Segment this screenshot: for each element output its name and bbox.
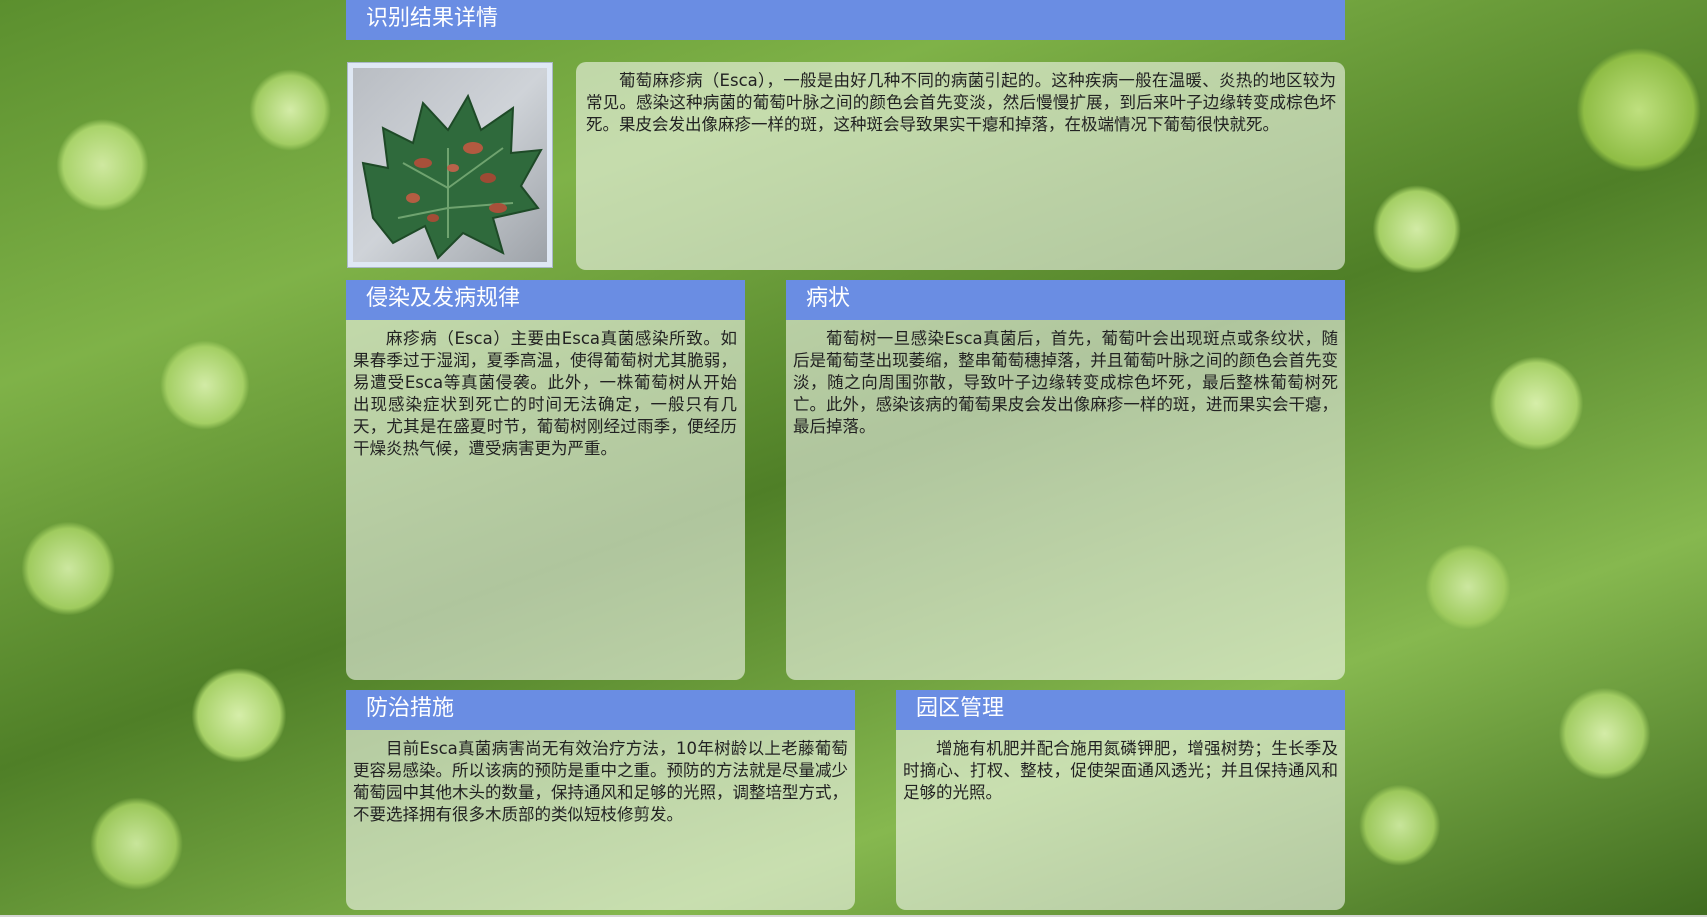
- horizontal-scrollbar[interactable]: [0, 915, 1707, 917]
- disease-leaf-image: [347, 62, 553, 268]
- intro-panel: 葡萄麻疹病（Esca），一般是由好几种不同的病菌引起的。这种疾病一般在温暖、炎热…: [576, 62, 1345, 270]
- page-title: 识别结果详情: [346, 0, 1345, 40]
- symptoms-panel: 葡萄树一旦感染Esca真菌后，首先，葡萄叶会出现斑点或条纹状，随后是葡萄茎出现萎…: [786, 280, 1345, 680]
- management-text: 增施有机肥并配合施用氮磷钾肥，增强树势；生长季及时摘心、打杈、整枝，促使架面通风…: [903, 739, 1338, 802]
- intro-text: 葡萄麻疹病（Esca），一般是由好几种不同的病菌引起的。这种疾病一般在温暖、炎热…: [586, 71, 1336, 134]
- symptoms-text: 葡萄树一旦感染Esca真菌后，首先，葡萄叶会出现斑点或条纹状，随后是葡萄茎出现萎…: [793, 329, 1338, 436]
- prevention-title: 防治措施: [346, 690, 855, 730]
- infection-panel: 麻疹病（Esca）主要由Esca真菌感染所致。如果春季过于湿润，夏季高温，使得葡…: [346, 280, 745, 680]
- prevention-text: 目前Esca真菌病害尚无有效治疗方法，10年树龄以上老藤葡萄更容易感染。所以该病…: [353, 739, 848, 824]
- infection-text: 麻疹病（Esca）主要由Esca真菌感染所致。如果春季过于湿润，夏季高温，使得葡…: [353, 329, 737, 458]
- infection-title: 侵染及发病规律: [346, 280, 745, 320]
- leaf-icon: [361, 93, 543, 260]
- symptoms-title: 病状: [786, 280, 1345, 320]
- management-title: 园区管理: [896, 690, 1345, 730]
